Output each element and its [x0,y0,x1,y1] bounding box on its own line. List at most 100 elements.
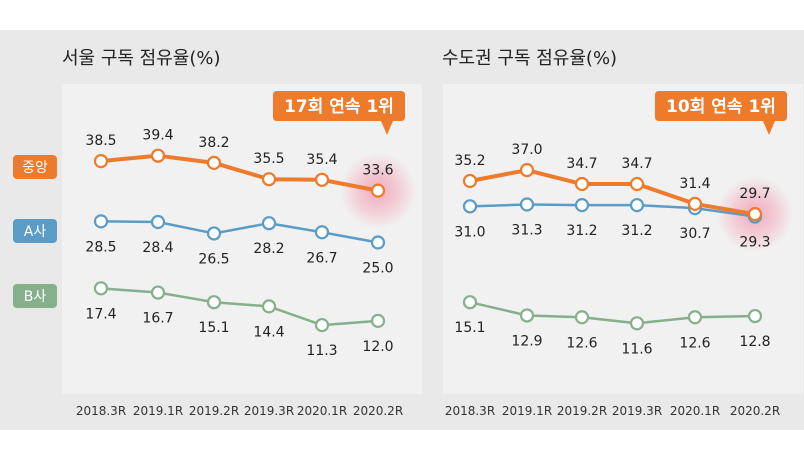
data-point [261,299,277,314]
data-point [687,310,703,325]
legend-label: A사 [24,224,47,240]
data-label: 34.7 [566,156,597,172]
legend-label: 중앙 [22,160,48,176]
data-label: 31.3 [511,223,542,239]
x-tick-label: 2020.1R [670,404,720,418]
data-label: 12.6 [566,335,597,351]
data-point [261,216,277,231]
badge-callout: 17회 연속 1위 [273,91,405,135]
badge-text: 10회 연속 1위 [666,97,776,117]
legend-item-2: A사 [13,219,57,243]
data-point [206,226,222,241]
series-1: 38.5 39.4 38.2 35.5 35.4 33.6 [85,128,394,198]
data-point [629,176,645,192]
series-line [469,203,756,218]
data-point [574,176,590,192]
data-point [206,295,222,310]
data-point [687,196,703,212]
data-label: 14.4 [253,324,284,340]
chart-panel-1: 서울 구독 점유율(%) 2018.3R 2019.1R 2019.2R 2019.3R… [62,48,422,418]
legend-swatch [13,219,57,243]
x-tick-label: 2018.3R [445,404,495,418]
series-line [469,300,756,325]
chart-title: 서울 구독 점유율(%) [62,48,221,69]
legend-swatch [13,155,57,179]
data-label: 15.1 [198,320,229,336]
data-point [462,295,478,310]
data-label: 35.2 [454,153,485,169]
data-label: 12.8 [739,334,770,350]
series-2: 28.5 28.4 26.5 28.2 26.7 25.0 [85,214,394,277]
x-tick-label: 2020.2R [353,404,403,418]
x-tick-label: 2019.2R [189,404,239,418]
data-point [370,313,386,328]
data-point [261,172,277,187]
series-line [100,153,379,193]
data-label: 12.9 [511,333,542,349]
badge-shape [655,91,787,135]
panels: 서울 구독 점유율(%) 2018.3R 2019.1R 2019.2R 2019.3R… [62,48,803,418]
series-3: 15.1 12.9 12.6 11.6 12.6 12.8 [454,295,771,357]
data-point [370,183,386,198]
series-line [469,168,756,217]
data-label: 37.0 [511,142,542,158]
series-line [100,287,379,327]
data-point [150,214,166,230]
x-tick-label: 2019.1R [133,404,183,418]
data-label: 29.3 [739,235,770,251]
data-label: 29.7 [739,186,770,202]
data-label: 28.4 [142,240,173,256]
data-point [462,173,478,189]
data-point [519,197,535,212]
badge-shape [273,91,405,135]
data-point [629,316,645,331]
legend-swatch [13,284,57,308]
data-point [150,148,166,163]
data-label: 35.4 [306,152,337,168]
data-point [747,207,763,222]
data-label: 38.5 [85,133,116,149]
data-label: 31.4 [679,176,710,192]
chart-title: 수도권 구독 점유율(%) [442,48,617,69]
x-tick-label: 2019.1R [502,404,552,418]
data-label: 25.0 [362,261,393,277]
data-point [314,318,330,333]
series-3: 17.4 16.7 15.1 14.4 11.3 12.0 [85,281,394,359]
data-label: 38.2 [198,135,229,151]
legend-item-3: B사 [13,284,57,308]
data-point [574,198,590,213]
series-1: 35.2 37.0 34.7 34.7 31.4 29.7 [454,142,771,222]
legend: 중앙 A사 B사 [13,155,57,308]
data-label: 16.7 [142,311,173,327]
series-line [100,220,379,244]
data-label: 28.2 [253,241,284,257]
series-2: 31.0 31.3 31.2 31.2 30.7 29.3 [454,197,771,251]
chart-panel-2: 수도권 구독 점유율(%) 2018.3R 2019.1R 2019.2R 2019.3… [442,48,803,418]
badge-text: 17회 연속 1위 [284,97,394,117]
x-tick-label: 2019.3R [244,404,294,418]
data-point [629,198,645,213]
data-point [93,154,109,169]
data-label: 31.0 [454,224,485,240]
data-label: 31.2 [566,223,597,239]
x-tick-label: 2020.2R [730,404,780,418]
data-label: 30.7 [679,226,710,242]
data-point [93,281,109,296]
data-label: 35.5 [253,151,284,167]
x-tick-label: 2019.2R [557,404,607,418]
data-point [747,308,763,324]
data-label: 31.2 [621,223,652,239]
data-point [93,214,109,229]
data-label: 34.7 [621,156,652,172]
data-point [462,199,478,214]
data-label: 26.7 [306,250,337,266]
data-point [206,155,222,171]
data-label: 11.3 [306,343,337,359]
data-point [314,172,330,187]
legend-label: B사 [24,289,47,305]
data-point [150,285,166,300]
x-tick-label: 2018.3R [76,404,126,418]
data-point [519,308,535,323]
